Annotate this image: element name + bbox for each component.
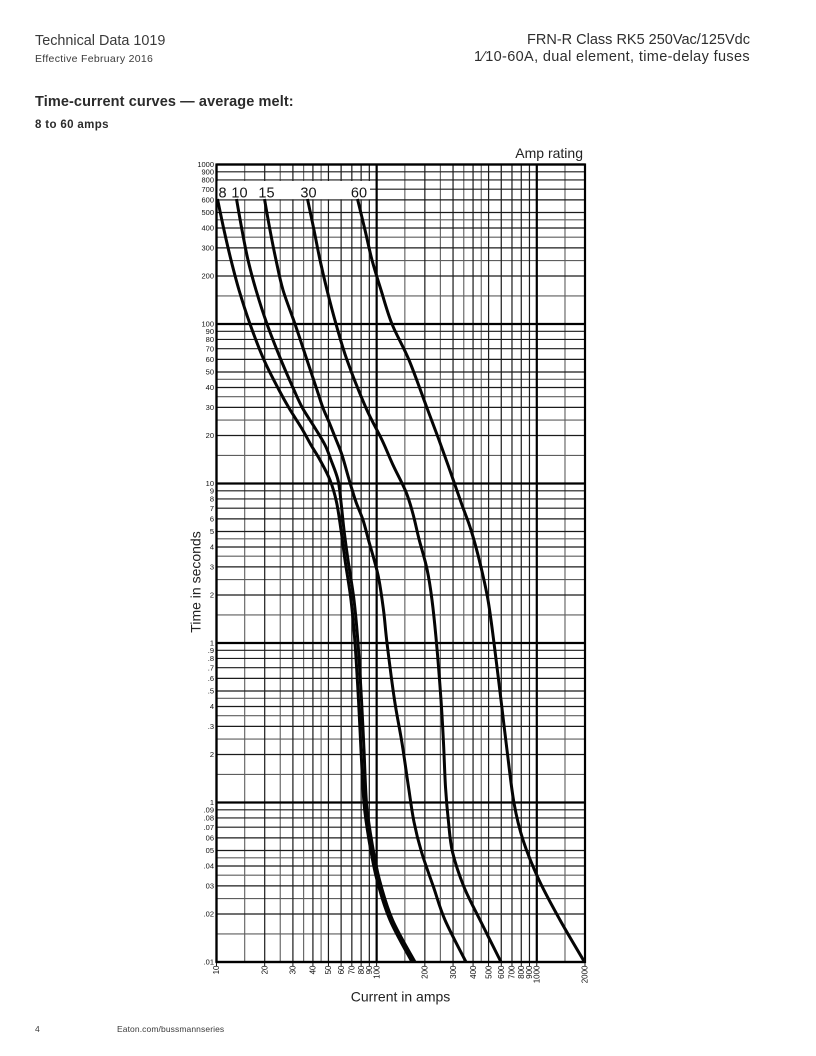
svg-text:8: 8 — [218, 186, 226, 202]
svg-text:Time in seconds: Time in seconds — [188, 531, 204, 632]
svg-text:10: 10 — [212, 965, 221, 974]
svg-text:60: 60 — [337, 965, 346, 974]
svg-text:1: 1 — [210, 639, 214, 648]
svg-text:300: 300 — [201, 244, 214, 253]
svg-text:.6: .6 — [208, 674, 214, 683]
svg-text:30: 30 — [206, 403, 214, 412]
svg-text:800: 800 — [201, 176, 214, 185]
svg-text:50: 50 — [324, 965, 333, 974]
svg-text:500: 500 — [201, 208, 214, 217]
svg-text:3: 3 — [210, 563, 214, 572]
svg-text:800: 800 — [517, 965, 526, 979]
svg-text:600: 600 — [497, 965, 506, 979]
svg-text:06: 06 — [206, 833, 214, 842]
svg-text:4: 4 — [210, 702, 214, 711]
svg-text:.02: .02 — [204, 910, 214, 919]
svg-text:90: 90 — [365, 965, 374, 974]
svg-text:70: 70 — [348, 965, 357, 974]
svg-text:1000: 1000 — [197, 160, 214, 169]
svg-text:2: 2 — [210, 750, 214, 759]
svg-text:400: 400 — [469, 965, 478, 979]
svg-text:60: 60 — [206, 355, 214, 364]
svg-text:30: 30 — [300, 186, 316, 202]
svg-text:20: 20 — [260, 965, 269, 974]
svg-text:400: 400 — [201, 224, 214, 233]
svg-text:500: 500 — [484, 965, 493, 979]
svg-text:Current in amps: Current in amps — [351, 989, 451, 1005]
svg-text:900: 900 — [201, 167, 214, 176]
svg-text:4: 4 — [210, 543, 214, 552]
svg-text:.04: .04 — [204, 862, 214, 871]
svg-text:.09: .09 — [204, 805, 214, 814]
svg-text:.7: .7 — [208, 663, 214, 672]
svg-text:.3: .3 — [208, 722, 214, 731]
svg-text:8: 8 — [210, 495, 214, 504]
svg-text:2000: 2000 — [581, 965, 590, 983]
svg-text:05: 05 — [206, 846, 214, 855]
svg-text:.08: .08 — [204, 814, 214, 823]
svg-text:5: 5 — [210, 527, 214, 536]
svg-text:200: 200 — [201, 272, 214, 281]
svg-text:15: 15 — [258, 186, 274, 202]
svg-text:30: 30 — [289, 965, 298, 974]
svg-text:100: 100 — [372, 965, 381, 979]
svg-text:80: 80 — [206, 335, 214, 344]
svg-text:100: 100 — [201, 320, 214, 329]
svg-text:20: 20 — [206, 431, 214, 440]
svg-text:1: 1 — [210, 798, 214, 807]
svg-text:.07: .07 — [204, 823, 214, 832]
svg-text:50: 50 — [206, 368, 214, 377]
svg-text:40: 40 — [206, 383, 214, 392]
svg-text:700: 700 — [201, 185, 214, 194]
svg-text:.8: .8 — [208, 654, 214, 663]
svg-text:10: 10 — [206, 479, 214, 488]
svg-text:1000: 1000 — [532, 965, 541, 983]
svg-text:700: 700 — [508, 965, 517, 979]
svg-text:03: 03 — [206, 882, 214, 891]
svg-text:90: 90 — [206, 327, 214, 336]
svg-text:10: 10 — [231, 186, 247, 202]
svg-text:60: 60 — [351, 186, 367, 202]
svg-text:.01: .01 — [204, 958, 214, 967]
svg-text:7: 7 — [210, 504, 214, 513]
svg-text:.9: .9 — [208, 646, 214, 655]
svg-text:70: 70 — [206, 344, 214, 353]
svg-text:.5: .5 — [208, 687, 214, 696]
svg-text:300: 300 — [449, 965, 458, 979]
svg-text:200: 200 — [421, 965, 430, 979]
svg-text:2: 2 — [210, 591, 214, 600]
svg-text:Amp rating: Amp rating — [515, 145, 583, 161]
svg-text:80: 80 — [357, 965, 366, 974]
svg-text:9: 9 — [210, 486, 214, 495]
svg-text:900: 900 — [525, 965, 534, 979]
svg-text:40: 40 — [309, 965, 318, 974]
svg-text:6: 6 — [210, 514, 214, 523]
svg-text:600: 600 — [201, 195, 214, 204]
